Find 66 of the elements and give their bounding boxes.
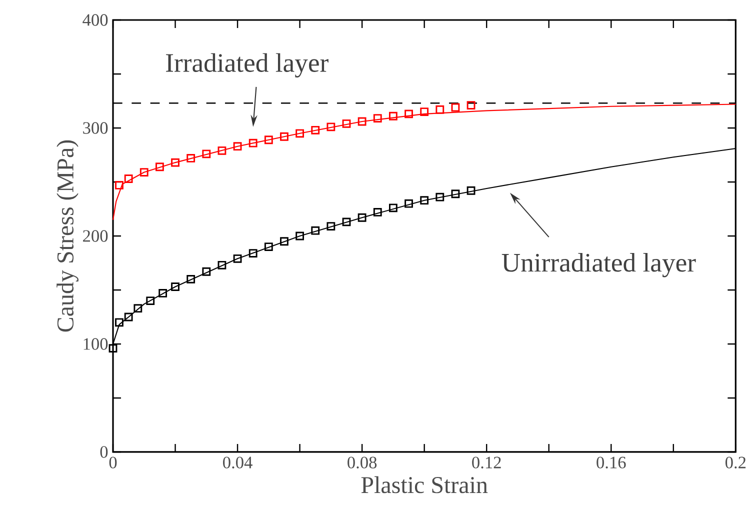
point <box>466 186 476 195</box>
x-tick-label: 0 <box>109 456 117 468</box>
y-tick-label: 100 <box>84 338 108 350</box>
point <box>248 249 258 258</box>
point <box>404 110 413 118</box>
y-tick-label: 200 <box>83 230 108 242</box>
point <box>108 344 118 353</box>
x-tick-label: 0.2 <box>726 456 746 468</box>
y-tick-label: 0 <box>100 446 108 458</box>
point <box>451 190 460 198</box>
point <box>146 296 155 305</box>
annotation: Unirradiated layer <box>502 253 696 278</box>
point <box>358 117 366 126</box>
point <box>436 105 444 114</box>
point <box>373 208 382 216</box>
point <box>218 146 226 155</box>
point <box>436 192 444 202</box>
y-tick-label: 400 <box>82 14 108 26</box>
point <box>124 312 133 322</box>
x-tick-label: 0.08 <box>348 456 377 468</box>
point <box>342 119 351 128</box>
point <box>420 108 429 116</box>
x-axis-title: Plastic Strain <box>361 476 488 494</box>
point <box>280 237 288 246</box>
point <box>420 196 429 205</box>
point <box>202 267 211 276</box>
x-tick-label: 0.16 <box>596 456 626 468</box>
point <box>451 103 460 112</box>
point <box>115 318 124 327</box>
y-tick-label: 300 <box>83 122 108 134</box>
point <box>373 114 382 122</box>
point <box>389 112 398 120</box>
point <box>124 174 133 183</box>
x-tick-label: 0.12 <box>472 456 501 468</box>
point <box>233 142 242 151</box>
point <box>140 168 148 176</box>
point <box>134 304 142 313</box>
point <box>326 122 336 132</box>
point <box>358 213 366 222</box>
point <box>280 132 288 141</box>
point <box>171 282 180 291</box>
x-tick-label: 0.04 <box>223 456 252 468</box>
point <box>466 101 476 110</box>
point <box>264 242 273 251</box>
point <box>171 158 180 167</box>
annotation: Irradiated layer <box>166 53 328 78</box>
point <box>156 162 164 172</box>
point <box>326 222 336 230</box>
point <box>296 129 304 138</box>
point <box>311 126 320 134</box>
point <box>202 150 211 158</box>
point <box>342 218 351 226</box>
point <box>264 136 273 144</box>
point <box>296 232 304 240</box>
line-series <box>112 104 736 220</box>
y-axis-title: Caudy Stress (MPa) <box>56 140 78 332</box>
point <box>115 181 124 190</box>
point <box>389 204 398 212</box>
point <box>186 154 196 162</box>
point <box>248 138 258 148</box>
point <box>233 254 242 263</box>
point <box>186 274 196 284</box>
point <box>218 260 226 270</box>
point <box>311 226 320 235</box>
point <box>158 289 168 298</box>
point <box>404 199 413 208</box>
